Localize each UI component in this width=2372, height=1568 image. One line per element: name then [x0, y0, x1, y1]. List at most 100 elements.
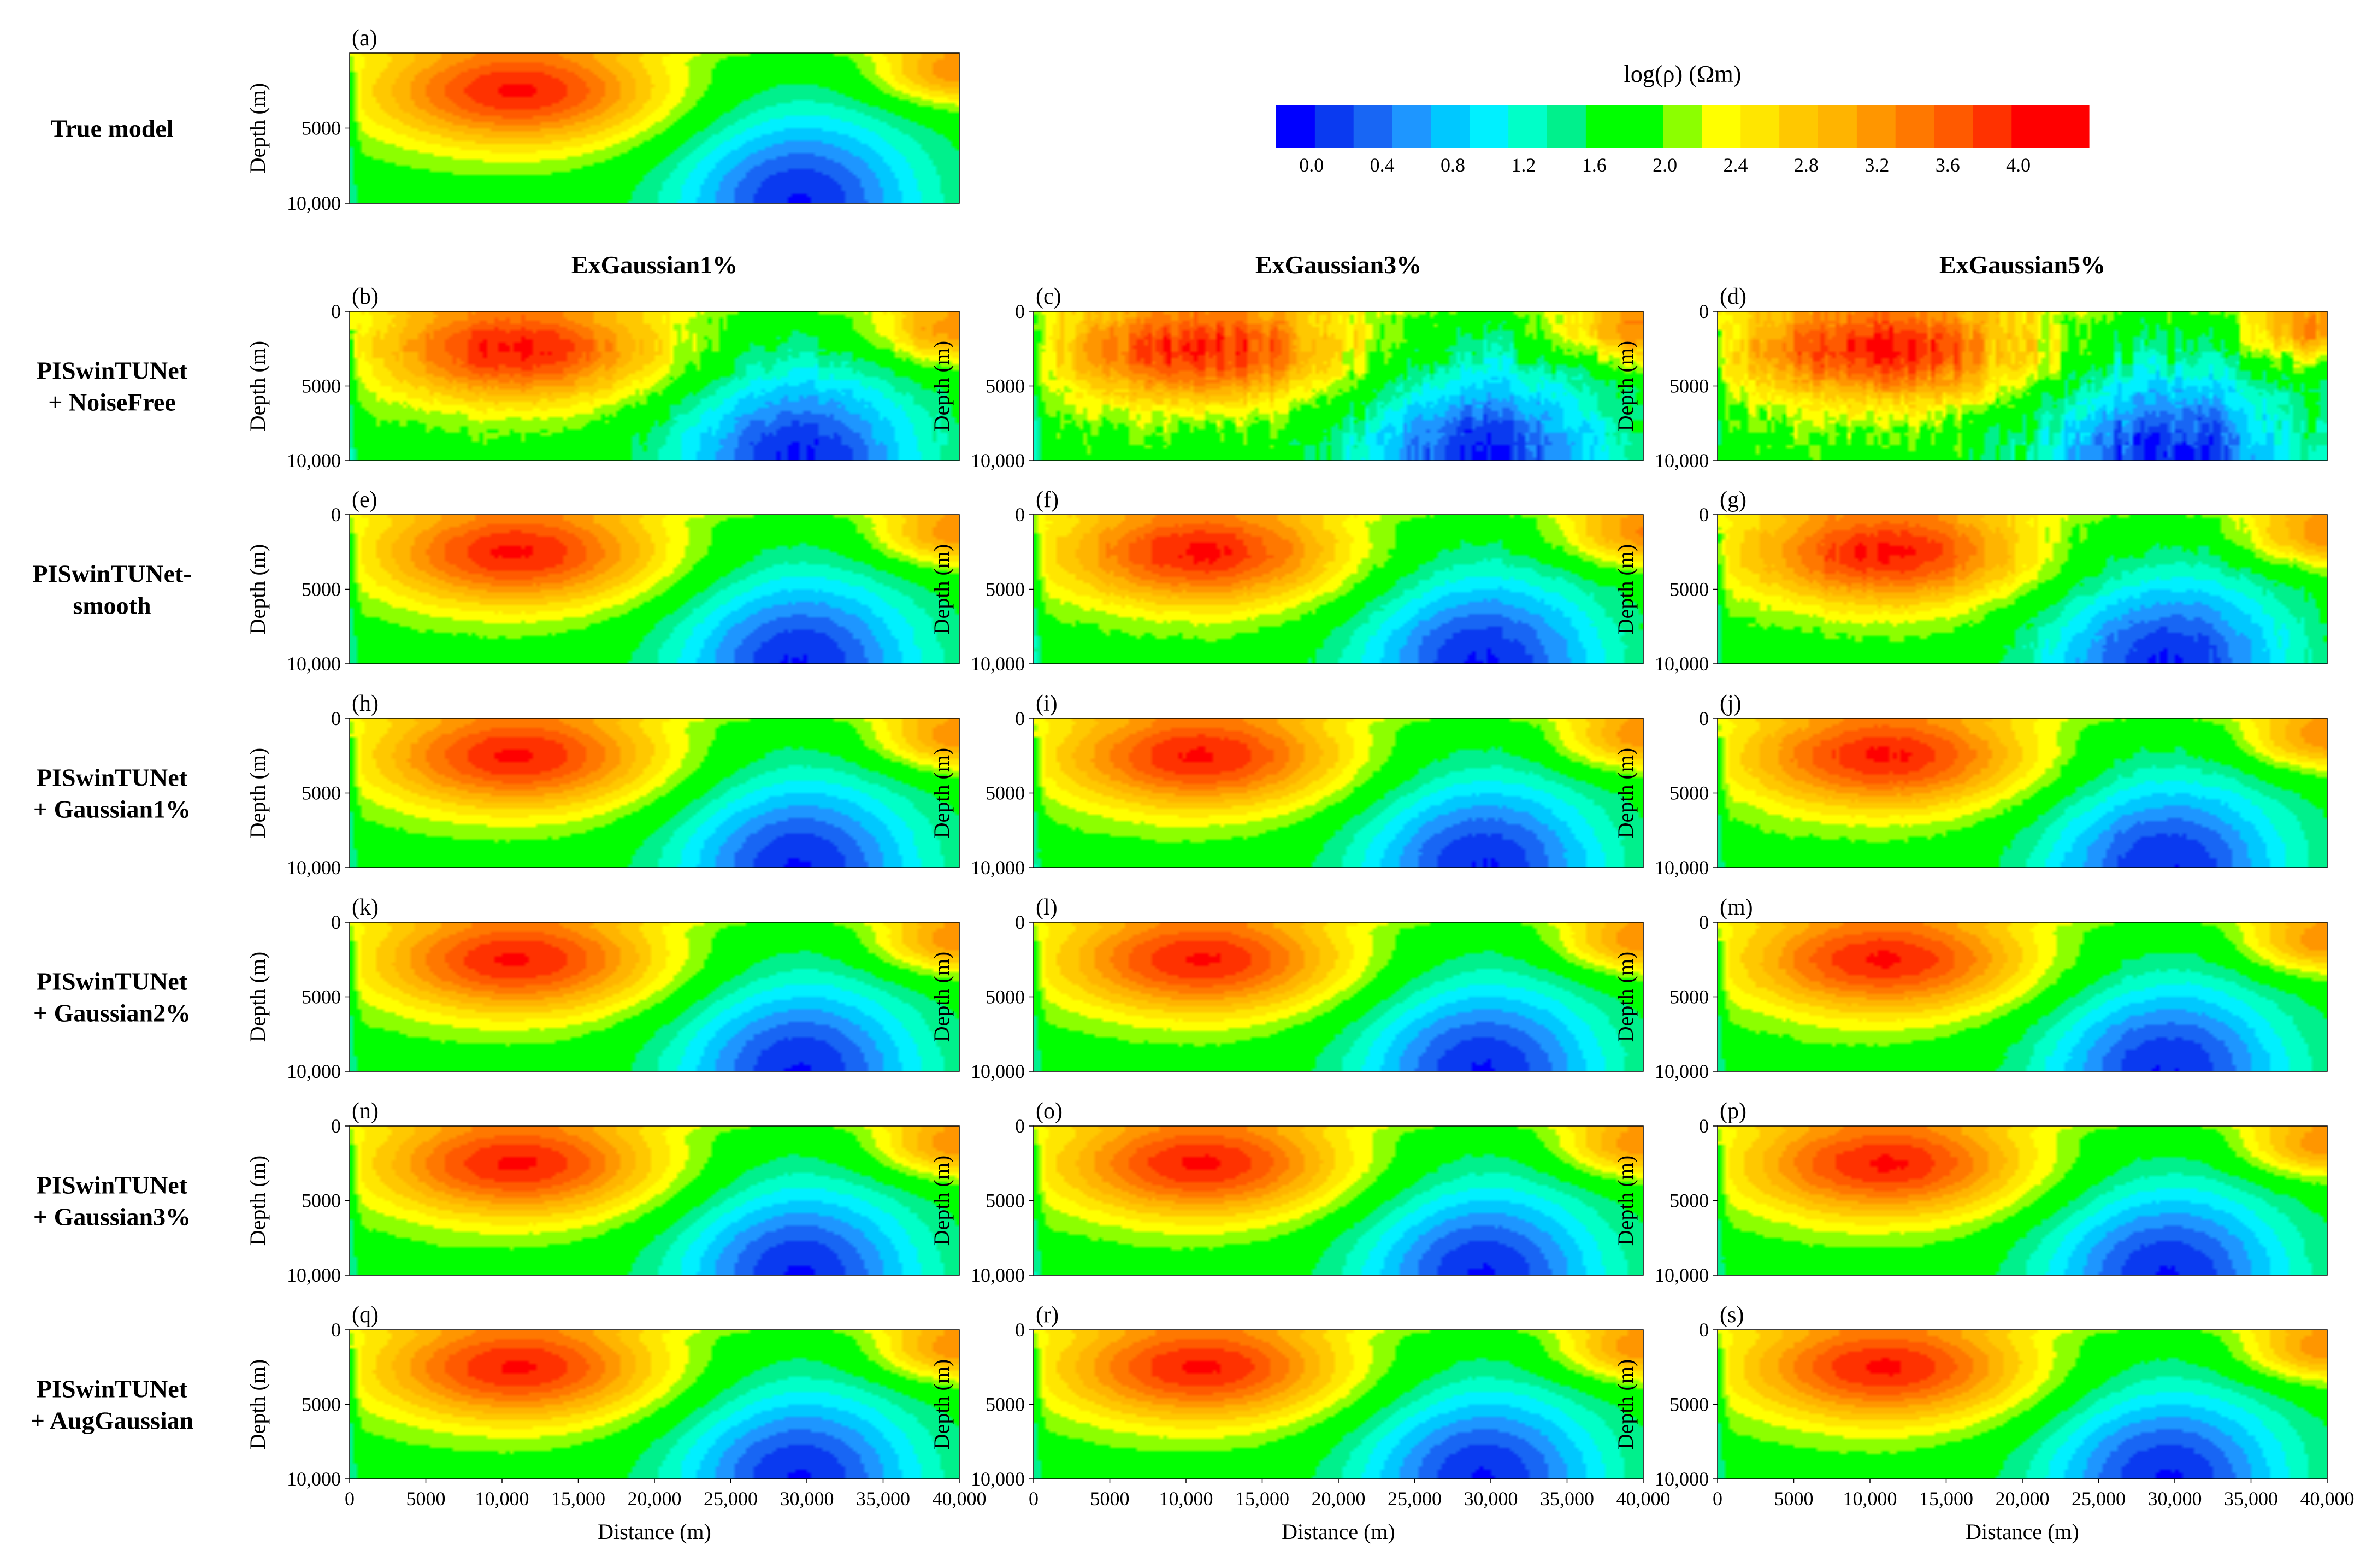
x-tick-label: 10,000: [1843, 1488, 1897, 1510]
resistivity-section: [350, 53, 959, 203]
colorbar-segment: [1856, 105, 1896, 148]
y-tick-label: 0: [1699, 504, 1709, 526]
x-tick-label: 15,000: [1919, 1488, 1973, 1510]
x-tick-label: 40,000: [1616, 1488, 1671, 1510]
colorbar-segment: [1353, 105, 1393, 148]
colorbar-tick-label: 0.0: [1299, 154, 1324, 176]
column-titles: ExGaussian1% ExGaussian3% ExGaussian5%: [571, 251, 2105, 279]
colorbar-tick-label: 2.8: [1794, 154, 1819, 176]
x-tick-label: 40,000: [2300, 1488, 2355, 1510]
x-tick-label: 0: [1029, 1488, 1039, 1510]
panel-k: (k) 0 5000 10,000 Depth (m): [245, 895, 960, 1082]
y-tick-label: 10,000: [287, 857, 341, 879]
y-axis-label: Depth (m): [245, 748, 270, 839]
panel-label: (h): [352, 691, 379, 716]
colorbar-segment: [1624, 105, 1664, 148]
panel-n: (n) 0 5000 10,000 Depth (m): [245, 1099, 960, 1286]
panel-label: (d): [1720, 284, 1746, 309]
y-tick-label: 0: [1015, 708, 1025, 729]
panel-label: (k): [352, 895, 379, 920]
resistivity-section: [1718, 1126, 2327, 1275]
panel-label: (s): [1720, 1302, 1744, 1328]
row-label: PISwinTUNet + NoiseFree: [37, 357, 188, 416]
x-tick-label: 5000: [1090, 1488, 1130, 1510]
panel-i: (i) 0 5000 10,000 Depth (m): [929, 691, 1644, 879]
y-tick-label: 0: [1015, 1115, 1025, 1137]
x-axis-label: Distance (m): [1966, 1519, 2079, 1544]
y-tick-label: 5000: [1669, 1394, 1709, 1416]
x-axis-label: Distance (m): [1282, 1519, 1395, 1544]
resistivity-section: [1034, 922, 1643, 1071]
resistivity-section: [350, 1126, 959, 1275]
y-axis-label: Depth (m): [929, 341, 954, 432]
x-tick-label: 5000: [1774, 1488, 1814, 1510]
x-tick-label: 0: [345, 1488, 355, 1510]
x-tick-label: 20,000: [628, 1488, 682, 1510]
panel-h: (h) 0 5000 10,000 Depth (m): [245, 691, 960, 879]
panel-label: (q): [352, 1302, 379, 1328]
y-tick-label: 0: [1699, 708, 1709, 729]
y-tick-label: 10,000: [1655, 450, 1709, 471]
row-label: PISwinTUNet + Gaussian2%: [33, 968, 191, 1027]
colorbar-segment: [1392, 105, 1432, 148]
colorbar-segment: [1740, 105, 1780, 148]
y-tick-label: 0: [331, 300, 341, 322]
row-label: True model: [50, 115, 173, 143]
colorbar-segment: [1895, 105, 1935, 148]
x-tick-label: 30,000: [780, 1488, 834, 1510]
panel-j: (j) 0 5000 10,000 Depth (m): [1613, 691, 2328, 879]
resistivity-section: [1034, 515, 1643, 664]
y-tick-label: 5000: [986, 1394, 1025, 1416]
panel-label: (c): [1036, 284, 1061, 309]
resistivity-section: [350, 718, 959, 868]
x-tick-label: 20,000: [1996, 1488, 2050, 1510]
x-tick-label: 25,000: [704, 1488, 758, 1510]
panel-label: (a): [352, 26, 377, 51]
y-tick-label: 0: [331, 1115, 341, 1137]
colorbar-segment: [1973, 105, 2012, 148]
y-tick-label: 0: [1015, 911, 1025, 933]
y-axis-label: Depth (m): [245, 952, 270, 1042]
y-tick-label: 0: [1699, 911, 1709, 933]
y-tick-label: 0: [1699, 1319, 1709, 1341]
y-axis-label: Depth (m): [245, 544, 270, 635]
row-label: PISwinTUNet + AugGaussian: [31, 1375, 194, 1435]
colorbar-tick-label: 3.6: [1936, 154, 1960, 176]
panel-label: (r): [1036, 1302, 1059, 1328]
colorbar-segment: [1276, 105, 1315, 148]
panel-label: (f): [1036, 487, 1059, 512]
panel-l: (l) 0 5000 10,000 Depth (m): [929, 895, 1644, 1082]
x-tick-label: 40,000: [933, 1488, 987, 1510]
colorbar-title: log(ρ) (Ωm): [1624, 61, 1742, 87]
row-labels: True model PISwinTUNet + NoiseFree PISwinTU…: [31, 115, 194, 1435]
panel-m: (m) 0 5000 10,000 Depth (m): [1613, 895, 2328, 1082]
y-tick-label: 5000: [986, 782, 1025, 804]
y-axis-label: Depth (m): [245, 341, 270, 432]
y-tick-label: 5000: [1669, 375, 1709, 397]
colorbar-segment: [1663, 105, 1703, 148]
panel-label: (b): [352, 284, 379, 309]
resistivity-section: [350, 922, 959, 1071]
y-axis-label: Depth (m): [245, 1156, 270, 1246]
x-tick-label: 10,000: [1159, 1488, 1213, 1510]
colorbar-segment: [1702, 105, 1741, 148]
y-tick-label: 10,000: [287, 192, 341, 214]
y-tick-label: 5000: [986, 1190, 1025, 1212]
y-axis-label: Depth (m): [1613, 952, 1638, 1042]
y-axis-label: Depth (m): [929, 748, 954, 839]
y-tick-label: 10,000: [1655, 653, 1709, 675]
y-axis-label: Depth (m): [1613, 544, 1638, 635]
y-tick-label: 0: [1015, 1319, 1025, 1341]
y-axis-label: Depth (m): [929, 1359, 954, 1450]
resistivity-section: [1718, 1330, 2327, 1479]
y-tick-label: 10,000: [287, 450, 341, 471]
colorbar-segment: [1934, 105, 1974, 148]
colorbar-tick-label: 1.2: [1511, 154, 1536, 176]
y-axis-label: Depth (m): [929, 952, 954, 1042]
y-tick-label: 5000: [986, 375, 1025, 397]
panel-f: (f) 0 5000 10,000 Depth (m): [929, 487, 1644, 675]
y-axis-label: Depth (m): [1613, 1156, 1638, 1246]
y-tick-label: 10,000: [971, 1468, 1025, 1490]
resistivity-section: [350, 515, 959, 664]
panel-label: (e): [352, 487, 377, 512]
